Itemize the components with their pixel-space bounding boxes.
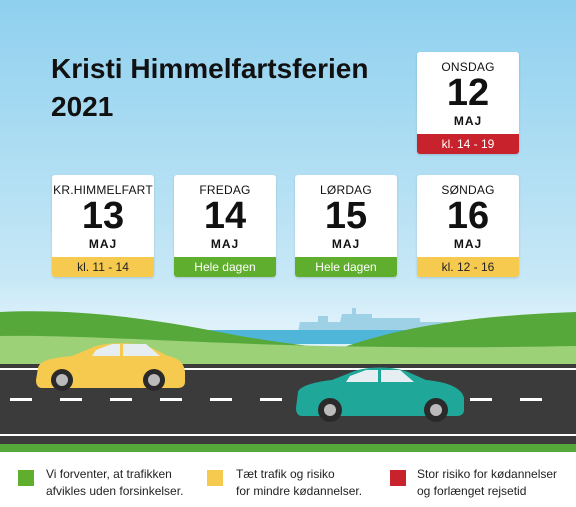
card-date: 14 (203, 195, 247, 237)
ferry-ship-icon (298, 308, 454, 332)
card-date: 12 (446, 72, 490, 114)
card-time-band: kl. 14 - 19 (417, 134, 519, 154)
landscape-illustration (0, 308, 576, 452)
card-day: FREDAG (199, 183, 251, 197)
date-card-sondag: SØNDAG 16 MAJ kl. 12 - 16 (417, 175, 519, 277)
card-time-band: kl. 11 - 14 (52, 257, 154, 277)
legend-line: afvikles uden forsinkelser. (46, 484, 184, 498)
legend-text-yellow: Tæt trafik og risiko for mindre kødannel… (236, 466, 406, 500)
card-date: 16 (446, 195, 490, 237)
card-month: MAJ (453, 114, 483, 128)
legend-line: Vi forventer, at trafikken (46, 467, 172, 481)
legend: Vi forventer, at trafikken afvikles uden… (0, 452, 576, 507)
legend-line: Stor risiko for kødannelser (417, 467, 558, 481)
card-time-band: Hele dagen (174, 257, 276, 277)
card-month: MAJ (331, 237, 361, 251)
legend-text-green: Vi forventer, at trafikken afvikles uden… (46, 466, 216, 500)
legend-line: for mindre kødannelser. (236, 484, 363, 498)
holiday-traffic-illustration: Kristi Himmelfartsferien 2021 ONSDAG 12 … (0, 0, 576, 452)
card-day: SØNDAG (441, 183, 495, 197)
legend-swatch-yellow (207, 470, 223, 486)
card-day: KR.HIMMELFART (53, 183, 153, 197)
legend-text-red: Stor risiko for kødannelser og forlænget… (417, 466, 575, 500)
card-date: 15 (324, 195, 368, 237)
date-card-onsdag: ONSDAG 12 MAJ kl. 14 - 19 (417, 52, 519, 154)
card-date: 13 (81, 195, 125, 237)
lane-markings (10, 398, 542, 401)
card-month: MAJ (210, 237, 240, 251)
date-card-kr-himmelfart: KR.HIMMELFART 13 MAJ kl. 11 - 14 (52, 175, 154, 277)
card-time-band: Hele dagen (295, 257, 397, 277)
page-title: Kristi Himmelfartsferien 2021 (51, 50, 401, 126)
car-left-icon (36, 343, 185, 391)
date-card-fredag: FREDAG 14 MAJ Hele dagen (174, 175, 276, 277)
legend-line: Tæt trafik og risiko (236, 467, 335, 481)
legend-line: og forlænget rejsetid (417, 484, 527, 498)
title-line-2: 2021 (51, 91, 114, 122)
card-day: LØRDAG (320, 183, 372, 197)
car-right-icon (296, 367, 464, 422)
card-month: MAJ (88, 237, 118, 251)
legend-swatch-green (18, 470, 34, 486)
card-day: ONSDAG (441, 60, 495, 74)
legend-swatch-red (390, 470, 406, 486)
card-month: MAJ (453, 237, 483, 251)
date-card-lordag: LØRDAG 15 MAJ Hele dagen (295, 175, 397, 277)
card-time-band: kl. 12 - 16 (417, 257, 519, 277)
title-line-1: Kristi Himmelfartsferien (51, 53, 369, 84)
